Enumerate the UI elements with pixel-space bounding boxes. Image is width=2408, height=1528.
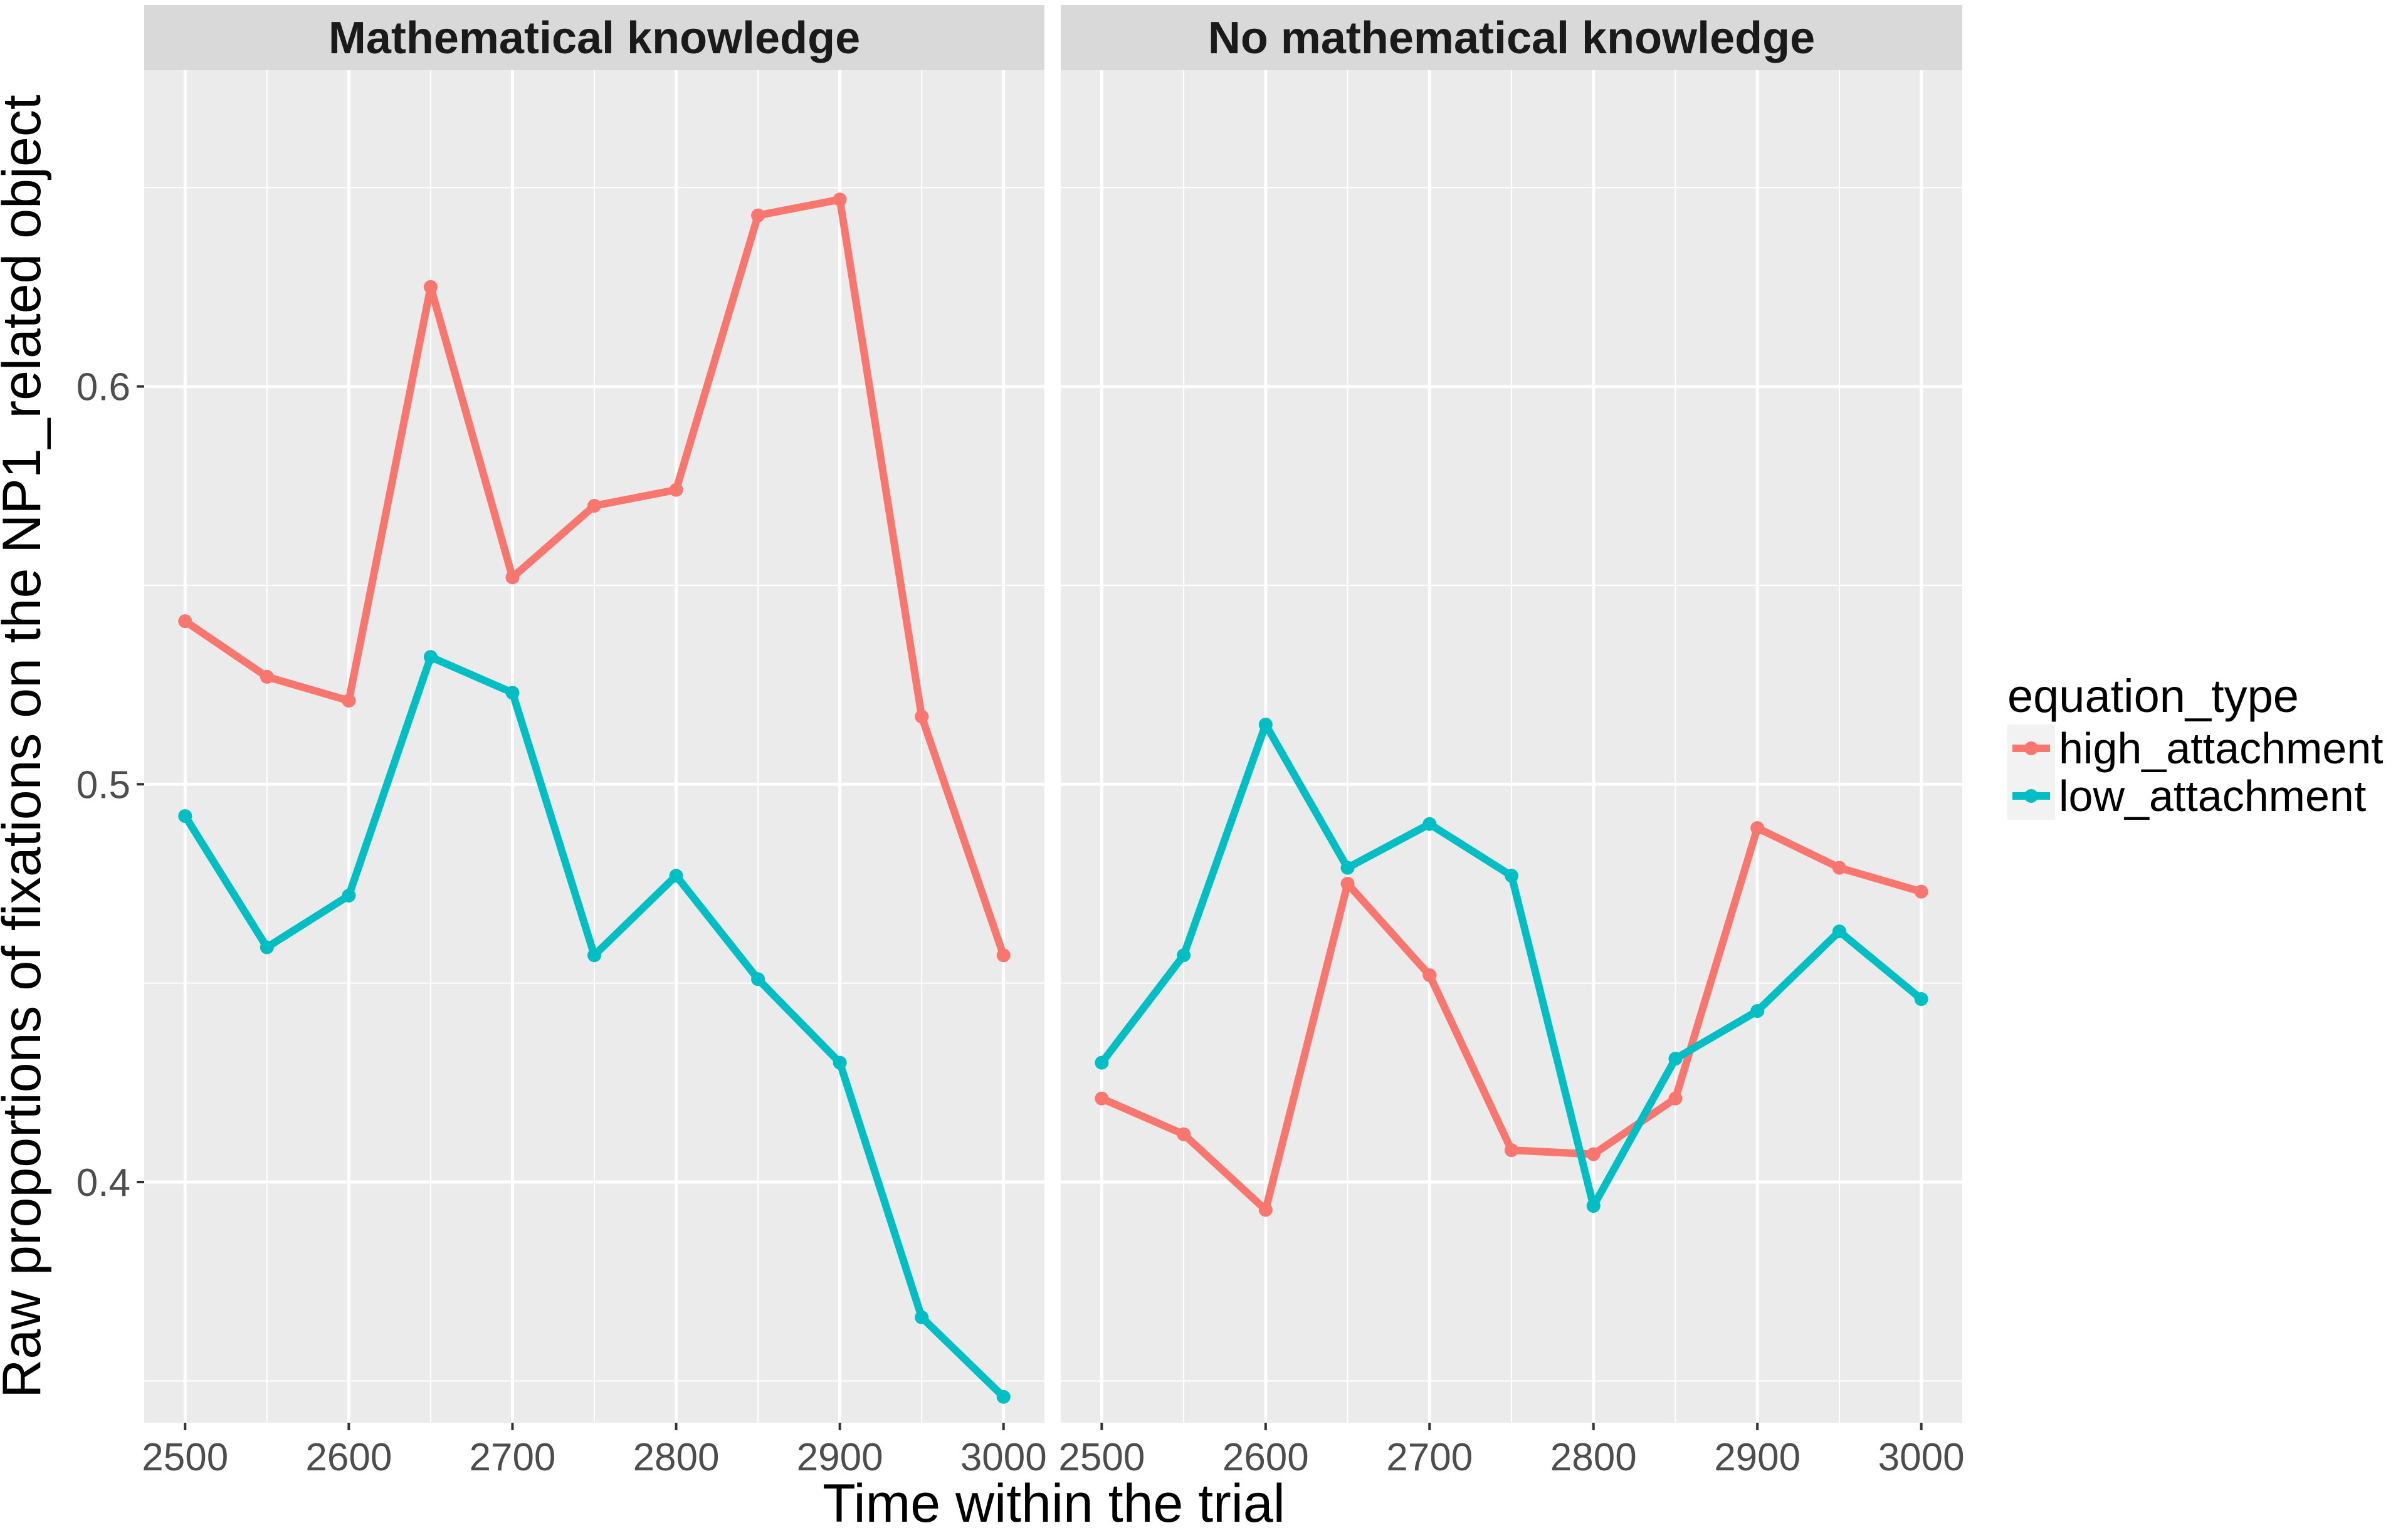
facet-strip	[1061, 5, 1962, 70]
data-point	[1832, 924, 1846, 939]
legend-key-point	[2024, 741, 2038, 755]
x-tick-label: 2900	[797, 1436, 883, 1479]
series-low_attachment	[1095, 718, 1928, 1213]
x-tick-label: 3000	[960, 1436, 1047, 1479]
data-point	[996, 1389, 1011, 1404]
y-tick-label: 0.5	[76, 763, 130, 807]
data-point	[1258, 1203, 1273, 1217]
x-tick-label: 2700	[1386, 1436, 1473, 1479]
data-point	[669, 869, 683, 883]
legend: equation_type high_attachmentlow_attachm…	[2007, 670, 2384, 820]
series-low_attachment	[178, 650, 1011, 1404]
data-point	[1177, 948, 1191, 963]
data-point	[587, 948, 601, 963]
data-point	[669, 483, 683, 497]
data-point	[1586, 1199, 1601, 1213]
data-point	[1095, 1091, 1109, 1106]
panel-1: Mathematical knowledge 2500 2600 2700 2800 29…	[76, 5, 1047, 1479]
data-point	[996, 948, 1011, 963]
data-point	[260, 669, 274, 684]
x-tick-label: 3000	[1878, 1436, 1965, 1479]
data-point	[587, 499, 601, 513]
panel-2: No mathematical knowledge 2500 2600 2700 280…	[1058, 5, 1965, 1479]
legend-entry-high_attachment: high_attachment	[2007, 724, 2384, 773]
facet-strip-title: No mathematical knowledge	[1208, 13, 1815, 63]
x-tick-label: 2800	[1550, 1436, 1637, 1479]
data-point	[1505, 869, 1518, 883]
y-axis-title: Raw proportions of fixations on the NP1_…	[0, 95, 52, 1398]
facet-strip-title: Mathematical knowledge	[329, 13, 860, 63]
data-point	[1340, 876, 1355, 891]
data-point	[505, 570, 520, 585]
data-point	[1258, 718, 1273, 732]
data-point	[1832, 861, 1846, 875]
data-point	[915, 709, 929, 724]
data-point	[178, 809, 192, 824]
data-point	[342, 889, 356, 903]
x-tick-label: 2900	[1714, 1436, 1801, 1479]
legend-label: high_attachment	[2059, 724, 2384, 773]
data-point	[505, 686, 520, 700]
data-point	[1505, 1143, 1518, 1158]
legend-label: low_attachment	[2059, 772, 2366, 820]
data-point	[1422, 968, 1437, 982]
legend-title: equation_type	[2007, 670, 2299, 722]
x-tick-label: 2600	[1222, 1436, 1309, 1479]
x-tick-label: 2500	[142, 1436, 228, 1479]
data-point	[178, 614, 192, 629]
data-point	[1668, 1091, 1683, 1106]
data-point	[423, 280, 438, 294]
x-tick-label: 2700	[469, 1436, 555, 1479]
series-high_attachment	[178, 192, 1011, 963]
y-tick-label: 0.6	[76, 366, 130, 409]
data-point	[342, 694, 356, 708]
data-point	[833, 192, 847, 207]
data-point	[1095, 1055, 1109, 1070]
data-point	[1750, 821, 1765, 835]
x-axis-title: Time within the trial	[823, 1473, 1285, 1528]
data-point	[423, 650, 438, 664]
data-point	[1668, 1052, 1683, 1066]
data-point	[260, 940, 274, 955]
data-point	[1750, 1004, 1765, 1018]
legend-key-point	[2024, 789, 2038, 803]
facet-strip	[144, 5, 1044, 70]
data-point	[1914, 992, 1928, 1007]
data-point	[1586, 1147, 1601, 1161]
data-point	[915, 1310, 929, 1324]
y-tick-label: 0.4	[76, 1161, 130, 1205]
data-point	[751, 972, 765, 986]
x-tick-label: 2800	[633, 1436, 720, 1479]
legend-entry-low_attachment: low_attachment	[2007, 772, 2366, 820]
x-tick-label: 2500	[1058, 1436, 1145, 1479]
panels-layer: Mathematical knowledge 2500 2600 2700 2800 29…	[76, 5, 1965, 1479]
data-point	[1177, 1127, 1191, 1141]
data-point	[1914, 884, 1928, 899]
data-point	[833, 1055, 847, 1070]
data-point	[1340, 861, 1355, 875]
series-high_attachment	[1095, 821, 1928, 1217]
data-point	[751, 208, 765, 222]
x-tick-label: 2600	[305, 1436, 392, 1479]
data-point	[1422, 817, 1437, 831]
